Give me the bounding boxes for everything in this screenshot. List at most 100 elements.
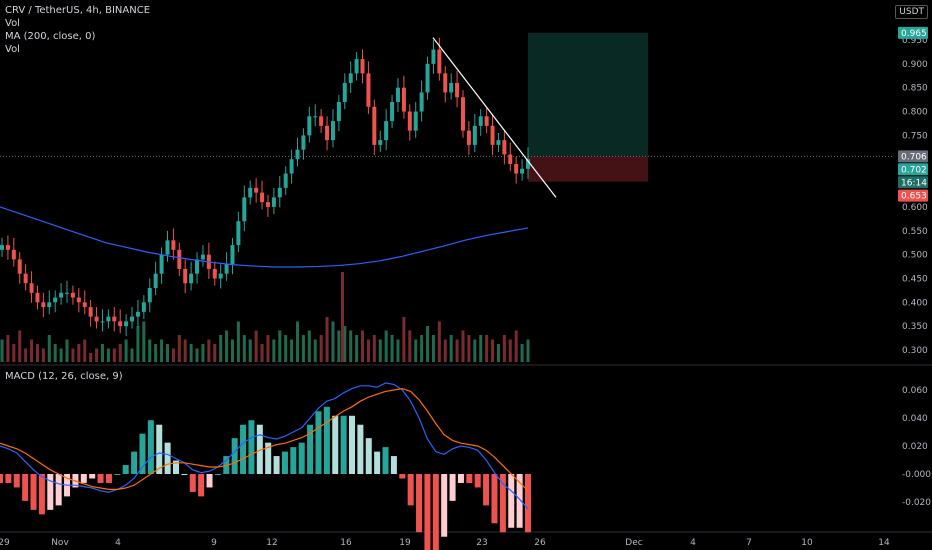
time-axis-tick: 19 xyxy=(399,538,411,548)
candle-body xyxy=(390,102,395,122)
volume-bar xyxy=(12,344,16,362)
candle-body xyxy=(330,121,335,141)
vol-legend-2[interactable]: Vol xyxy=(5,44,20,55)
volume-bar xyxy=(47,335,51,362)
candle-body xyxy=(478,116,483,126)
volume-bar xyxy=(301,335,305,362)
candle-body xyxy=(342,82,347,102)
volume-bar xyxy=(171,348,175,362)
volume-bar xyxy=(461,330,465,362)
candle-body xyxy=(472,125,477,145)
volume-bar xyxy=(313,339,317,362)
volume-bar xyxy=(473,339,477,362)
macd-histogram-bar xyxy=(248,420,255,474)
candle-body xyxy=(76,297,81,303)
signal-line xyxy=(0,387,529,492)
candle-body xyxy=(378,140,383,145)
candle-body xyxy=(466,130,471,145)
currency-button[interactable]: USDT xyxy=(895,5,928,19)
volume-bar xyxy=(284,335,288,362)
time-axis-tick: 7 xyxy=(746,538,752,548)
candle-body xyxy=(53,297,58,303)
candle-body xyxy=(0,245,4,250)
volume-bar xyxy=(502,335,506,362)
candle-body xyxy=(159,254,164,274)
volume-bar xyxy=(219,335,223,362)
volume-bar xyxy=(183,339,187,362)
macd-histogram-bar xyxy=(416,474,423,533)
macd-histogram-bar xyxy=(80,474,87,483)
vol-legend[interactable]: Vol xyxy=(5,18,20,29)
symbol-title[interactable]: CRV / TetherUS, 4h, BINANCE xyxy=(5,5,151,16)
macd-histogram-bar xyxy=(349,415,355,474)
volume-bar xyxy=(420,335,424,362)
macd-axis-tick: 0.060 xyxy=(902,386,928,396)
volume-bar xyxy=(100,344,104,362)
candle-body xyxy=(449,82,454,93)
price-axis-tick: 0.850 xyxy=(902,84,928,94)
candle-body xyxy=(490,125,495,145)
macd-title[interactable]: MACD (12, 26, close, 9) xyxy=(5,371,123,382)
candle-body xyxy=(183,268,188,284)
volume-bar xyxy=(402,317,406,362)
candle-body xyxy=(11,249,16,260)
candle-body xyxy=(82,302,87,308)
macd-histogram-bar xyxy=(22,474,29,501)
macd-histogram-bar xyxy=(55,474,62,506)
volume-bar xyxy=(201,344,205,362)
macd-axis-tick: -0.020 xyxy=(902,498,931,508)
candle-body xyxy=(260,192,265,203)
candle-body xyxy=(135,311,140,317)
candle-body xyxy=(35,292,40,303)
macd-axis-tick: 0.040 xyxy=(902,414,928,424)
ma-legend[interactable]: MA (200, close, 0) xyxy=(5,31,96,42)
time-axis-tick: 4 xyxy=(115,538,121,548)
candle-body xyxy=(301,135,306,150)
candle-body xyxy=(94,316,99,322)
volume-bar xyxy=(266,335,270,362)
candle-body xyxy=(212,268,217,279)
candle-body xyxy=(496,140,501,145)
candle-body xyxy=(502,140,507,155)
candle-body xyxy=(313,116,318,118)
macd-histogram-bar xyxy=(382,447,389,474)
time-axis-tick: 29 xyxy=(0,538,10,548)
candle-body xyxy=(106,316,111,322)
volume-bar xyxy=(514,330,518,362)
volume-bar xyxy=(195,348,199,362)
candle-body xyxy=(514,164,519,174)
macd-histogram-bar xyxy=(332,415,339,474)
price-tag-bg xyxy=(898,26,928,39)
volume-bar xyxy=(479,335,483,362)
candle-body xyxy=(437,49,442,74)
price-tag-bg xyxy=(898,189,928,202)
candle-body xyxy=(177,249,182,269)
volume-bar xyxy=(443,339,447,362)
candle-body xyxy=(165,240,170,255)
macd-histogram-bar xyxy=(214,474,221,475)
macd-line xyxy=(0,382,529,510)
candle-body xyxy=(124,321,129,327)
volume-bar xyxy=(455,339,459,362)
candle-body xyxy=(141,302,146,312)
volume-bar xyxy=(130,348,134,362)
macd-histogram-bar xyxy=(407,474,414,506)
macd-histogram-bar xyxy=(122,465,129,474)
volume-bar xyxy=(337,330,341,362)
macd-histogram-bar xyxy=(441,474,448,537)
candle-body xyxy=(171,240,176,250)
candle-body xyxy=(189,273,194,284)
volume-bar xyxy=(331,321,335,362)
candle-body xyxy=(70,292,75,298)
macd-axis-tick: -0.000 xyxy=(902,470,931,480)
volume-bar xyxy=(290,339,294,362)
chart-legend: CRV / TetherUS, 4h, BINANCE Vol MA (200,… xyxy=(5,4,150,56)
volume-bar xyxy=(449,335,453,362)
macd-histogram-bar xyxy=(449,474,456,501)
macd-histogram-bar xyxy=(5,474,12,483)
volume-bar xyxy=(148,339,152,362)
volume-bar xyxy=(378,339,382,362)
volume-bar xyxy=(71,348,75,362)
volume-bar xyxy=(520,344,524,362)
